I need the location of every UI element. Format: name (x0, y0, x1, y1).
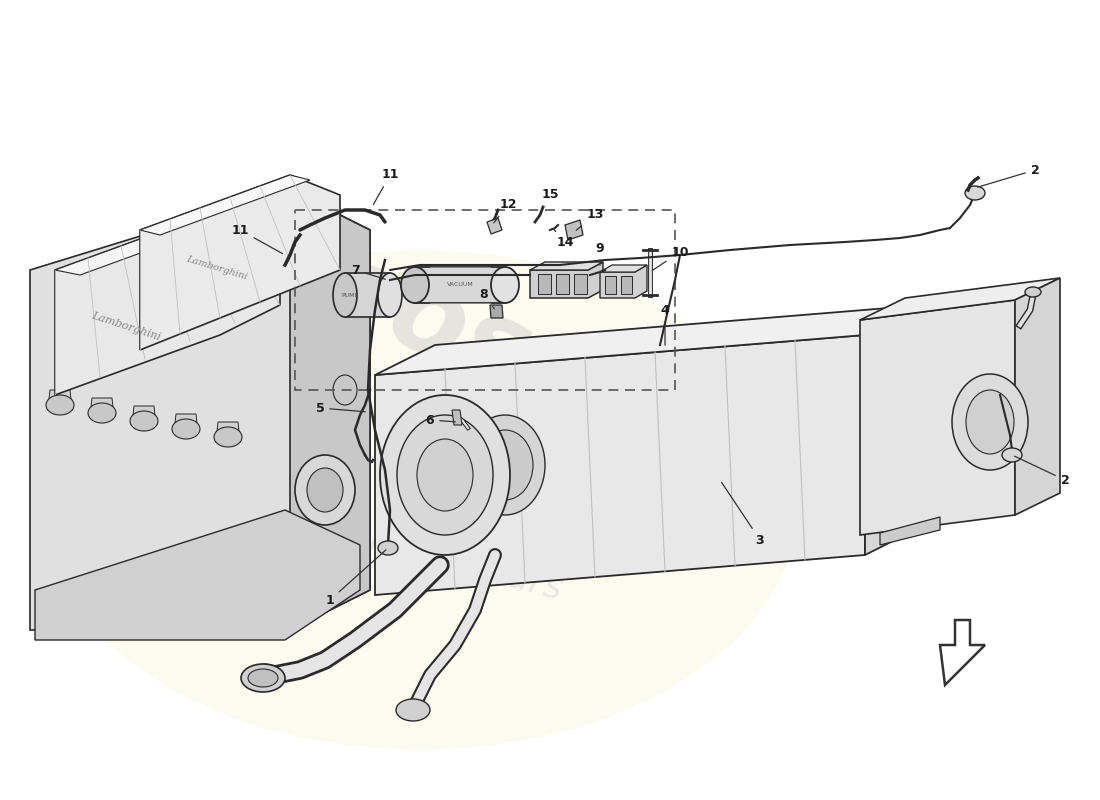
Ellipse shape (248, 669, 278, 687)
Ellipse shape (952, 374, 1028, 470)
Bar (295, 210, 675, 390)
Ellipse shape (378, 273, 402, 317)
Ellipse shape (417, 439, 473, 511)
Polygon shape (865, 305, 925, 555)
Text: 2: 2 (978, 163, 1040, 187)
Polygon shape (490, 305, 503, 318)
Text: 4: 4 (661, 303, 670, 346)
Polygon shape (30, 190, 370, 630)
Polygon shape (556, 274, 569, 294)
Ellipse shape (465, 415, 544, 515)
Ellipse shape (172, 419, 200, 439)
Ellipse shape (307, 468, 343, 512)
Polygon shape (574, 274, 587, 294)
Polygon shape (487, 218, 502, 234)
Text: 13: 13 (576, 209, 604, 230)
Text: 7: 7 (351, 263, 385, 279)
Polygon shape (140, 175, 340, 350)
Ellipse shape (379, 395, 510, 555)
Text: Lamborghini: Lamborghini (90, 310, 162, 342)
Ellipse shape (46, 395, 74, 415)
Polygon shape (132, 406, 156, 424)
Text: 12: 12 (494, 198, 517, 223)
Polygon shape (860, 278, 1060, 320)
Polygon shape (375, 335, 865, 595)
Ellipse shape (402, 267, 429, 303)
Text: 1: 1 (326, 550, 386, 606)
Ellipse shape (130, 411, 158, 431)
Polygon shape (35, 510, 360, 640)
Ellipse shape (966, 390, 1014, 454)
Text: 8: 8 (480, 289, 494, 309)
Polygon shape (290, 190, 370, 630)
Ellipse shape (397, 415, 493, 535)
Polygon shape (55, 210, 280, 395)
Polygon shape (375, 305, 925, 375)
Polygon shape (140, 175, 310, 235)
Ellipse shape (214, 427, 242, 447)
Ellipse shape (333, 273, 358, 317)
Text: Lamborghini: Lamborghini (185, 255, 249, 282)
Polygon shape (860, 300, 1015, 535)
Ellipse shape (491, 267, 519, 303)
Text: 15: 15 (541, 189, 559, 211)
Ellipse shape (378, 541, 398, 555)
Polygon shape (538, 274, 551, 294)
Ellipse shape (333, 375, 358, 405)
Text: 11: 11 (231, 223, 283, 254)
Polygon shape (621, 276, 632, 294)
Text: 3: 3 (722, 482, 764, 546)
Ellipse shape (1002, 448, 1022, 462)
Polygon shape (90, 398, 114, 416)
Text: 2: 2 (1014, 456, 1069, 486)
Polygon shape (530, 262, 603, 298)
Polygon shape (174, 414, 198, 432)
Text: 6: 6 (426, 414, 455, 426)
Text: 11: 11 (373, 169, 398, 205)
Ellipse shape (477, 430, 534, 500)
Polygon shape (600, 265, 647, 272)
Polygon shape (565, 220, 583, 240)
Text: a passion for italian cars: a passion for italian cars (130, 459, 566, 607)
Polygon shape (55, 210, 245, 275)
Ellipse shape (295, 455, 355, 525)
Ellipse shape (241, 664, 285, 692)
Polygon shape (452, 410, 462, 425)
Polygon shape (1015, 278, 1060, 515)
Polygon shape (600, 265, 647, 298)
Ellipse shape (88, 403, 116, 423)
Text: VACUUM: VACUUM (447, 282, 473, 287)
Ellipse shape (965, 186, 985, 200)
Polygon shape (530, 262, 603, 270)
Text: eurospares: eurospares (180, 181, 871, 543)
Ellipse shape (40, 250, 800, 750)
Text: 14: 14 (553, 229, 574, 250)
Ellipse shape (1025, 287, 1041, 297)
Polygon shape (605, 276, 616, 294)
Polygon shape (880, 517, 940, 545)
Polygon shape (216, 422, 240, 440)
Polygon shape (48, 390, 72, 408)
Ellipse shape (396, 699, 430, 721)
Polygon shape (345, 273, 390, 317)
Text: 10: 10 (652, 246, 689, 270)
Text: 9: 9 (596, 242, 604, 266)
Text: 5: 5 (316, 402, 365, 414)
Text: PUMP: PUMP (341, 293, 359, 298)
Polygon shape (415, 267, 505, 303)
